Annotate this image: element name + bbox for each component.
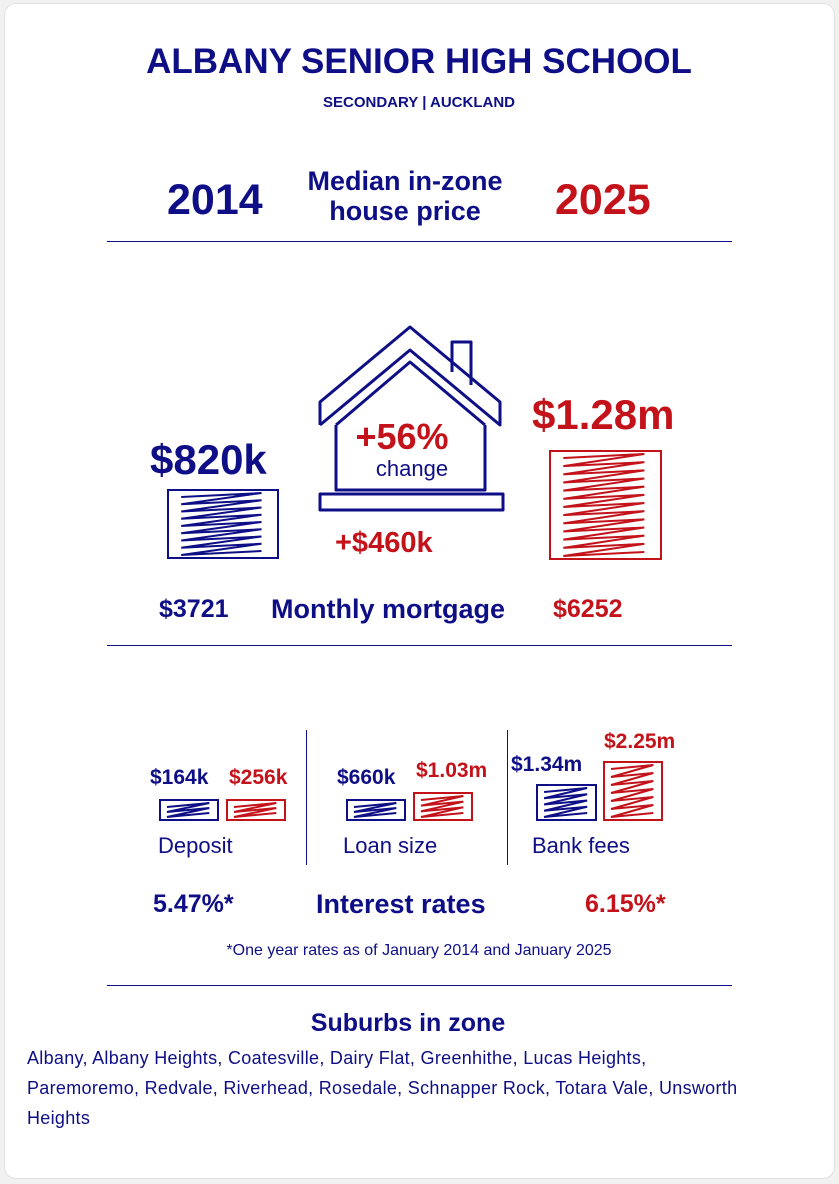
scribble: [420, 795, 464, 818]
box: [603, 761, 663, 821]
box: [167, 489, 279, 559]
scribble: [181, 492, 262, 556]
cost-label: Loan size: [343, 833, 438, 858]
divider: [107, 645, 732, 646]
cost-to: $2.25m: [604, 730, 676, 753]
change-pct: +56%: [355, 416, 449, 457]
cost-label: Bank fees: [532, 833, 630, 858]
scribble: [166, 802, 210, 818]
rate-label: Interest rates: [316, 889, 486, 919]
cost-to: $256k: [229, 766, 288, 789]
rate-from: 5.47%*: [153, 890, 234, 918]
rate-note: *One year rates as of January 2014 and J…: [226, 942, 612, 959]
scribble: [543, 787, 588, 818]
value-to: $1.28m: [532, 391, 675, 438]
divider: [107, 985, 732, 986]
box: [413, 792, 473, 821]
cost-to: $1.03m: [416, 759, 488, 782]
scribble: [563, 453, 645, 557]
scribble-boxes: [159, 450, 663, 821]
divider: [306, 730, 307, 865]
divider: [107, 241, 732, 242]
scribble: [353, 802, 397, 818]
subtitle: SECONDARY | AUCKLAND: [323, 94, 515, 111]
cost-from: $1.34m: [511, 753, 583, 776]
cost-from: $660k: [337, 766, 396, 789]
title: ALBANY SENIOR HIGH SCHOOL: [146, 42, 692, 81]
divider: [507, 730, 508, 865]
scribble: [610, 764, 654, 818]
cost-label: Deposit: [158, 833, 233, 858]
card: [4, 3, 835, 1179]
price-label: Median in-zone house price: [307, 166, 503, 226]
box: [346, 799, 406, 821]
scribble: [233, 802, 277, 818]
year-to: 2025: [555, 176, 651, 224]
mortgage-from: $3721: [159, 595, 229, 623]
value-from: $820k: [150, 436, 267, 483]
box: [159, 799, 219, 821]
box: [226, 799, 286, 821]
change-label: change: [375, 456, 449, 481]
change-amount: +$460k: [335, 527, 433, 559]
cost-from: $164k: [150, 766, 209, 789]
house: [318, 325, 505, 512]
box: [536, 784, 597, 821]
year-from: 2014: [167, 176, 263, 224]
mortgage-to: $6252: [553, 595, 623, 623]
box: [549, 450, 662, 560]
mortgage-label: Monthly mortgage: [271, 594, 505, 624]
suburbs-list: Albany, Albany Heights, Coatesville, Dai…: [27, 1048, 738, 1128]
rate-to: 6.15%*: [585, 890, 666, 918]
suburbs-title: Suburbs in zone: [310, 1009, 506, 1037]
